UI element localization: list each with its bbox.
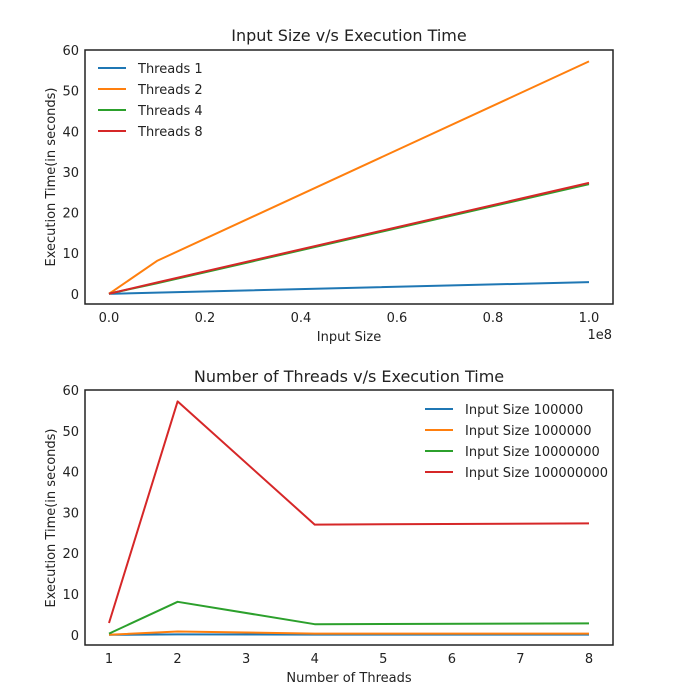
legend-label: Threads 8: [137, 125, 203, 140]
y-tick-label: 40: [62, 125, 79, 140]
x-tick-label: 3: [242, 652, 250, 667]
x-axis-label: Input Size: [317, 330, 381, 345]
chart-input-size: Input Size v/s Execution Time 0.0 0.2 0.4 0…: [44, 26, 614, 345]
x-tick-label: 0.6: [387, 311, 408, 326]
tick-labels: 1 2 3 4 5 6 7 8 0 10 20 30 40 50 60: [62, 384, 593, 667]
series-line: [108, 181, 590, 295]
x-tick-label: 0.4: [291, 311, 312, 326]
legend-label: Input Size 1000000: [465, 424, 592, 439]
legend: Input Size 100000 Input Size 1000000 Input…: [425, 403, 608, 481]
x-tick-label: 0.2: [195, 311, 216, 326]
x-tick-label: 0.8: [483, 311, 504, 326]
legend-label: Threads 2: [137, 83, 203, 98]
y-axis-label: Execution Time(in seconds): [44, 87, 59, 266]
x-tick-label: 2: [173, 652, 181, 667]
legend-label: Threads 4: [137, 104, 203, 119]
x-tick-label: 1: [105, 652, 113, 667]
chart-marks: [108, 400, 590, 636]
series-line: [108, 630, 589, 636]
y-tick-label: 10: [62, 247, 79, 262]
legend-label: Input Size 100000000: [465, 466, 608, 481]
y-tick-label: 50: [62, 425, 79, 440]
tick-labels: 0.0 0.2 0.4 0.6 0.8 1.0 0 10 20 30 40 50 60: [62, 44, 599, 326]
x-tick-label: 1.0: [579, 311, 600, 326]
series-line: [108, 281, 590, 295]
y-tick-label: 30: [62, 506, 79, 521]
y-tick-label: 0: [71, 288, 79, 303]
x-axis-label: Number of Threads: [286, 671, 411, 686]
x-tick-label: 6: [448, 652, 456, 667]
y-tick-label: 20: [62, 547, 79, 562]
y-tick-label: 10: [62, 588, 79, 603]
chart-title: Input Size v/s Execution Time: [231, 26, 466, 45]
legend-label: Threads 1: [137, 62, 203, 77]
chart-marks: [108, 60, 590, 295]
chart-title: Number of Threads v/s Execution Time: [194, 367, 504, 386]
legend-label: Input Size 100000: [465, 403, 583, 418]
y-tick-label: 60: [62, 384, 79, 399]
plot-frame: [84, 389, 614, 646]
y-tick-label: 40: [62, 466, 79, 481]
y-tick-label: 30: [62, 166, 79, 181]
x-axis-offset-label: 1e8: [587, 328, 612, 343]
legend: Threads 1 Threads 2 Threads 4 Threads 8: [98, 62, 203, 140]
series-line: [108, 400, 590, 624]
series-line: [108, 600, 590, 635]
x-tick-label: 8: [585, 652, 593, 667]
y-axis-label: Execution Time(in seconds): [44, 428, 59, 607]
x-tick-label: 0.0: [99, 311, 120, 326]
legend-label: Input Size 10000000: [465, 445, 600, 460]
chart-threads: Number of Threads v/s Execution Time 1 2 3…: [44, 367, 614, 686]
y-tick-label: 50: [62, 85, 79, 100]
x-tick-label: 7: [516, 652, 524, 667]
y-tick-label: 20: [62, 207, 79, 222]
x-tick-label: 5: [379, 652, 387, 667]
x-tick-label: 4: [311, 652, 319, 667]
y-tick-label: 60: [62, 44, 79, 59]
y-tick-label: 0: [71, 629, 79, 644]
plot-frame: [84, 49, 614, 305]
